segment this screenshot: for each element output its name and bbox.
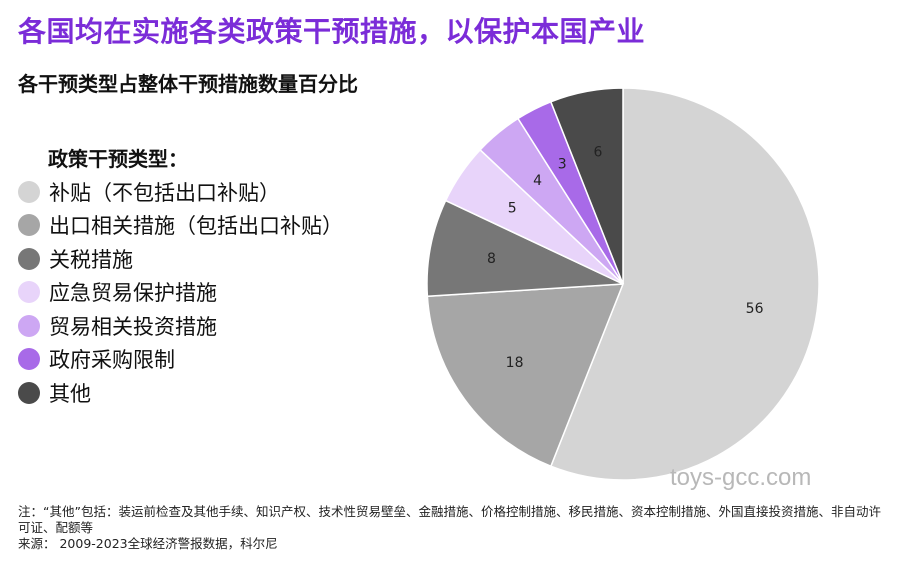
legend-title: 政策干预类型： [48,147,188,171]
watermark: toys-gcc.com [670,464,812,491]
legend-swatch [18,247,40,270]
legend-swatch [18,281,40,304]
legend-swatch [18,381,40,404]
slice-value-label: 5 [508,201,517,217]
legend-label: 贸易相关投资措施 [49,314,217,339]
legend-swatch [18,214,40,237]
legend-swatch [18,314,40,337]
pie-slice [549,87,624,285]
legend-swatch [18,180,40,203]
slice-value-label: 6 [593,144,602,160]
legend-item: 补贴（不包括出口补贴） [18,175,343,209]
slice-value-label: 8 [487,251,496,267]
slice-value-label: 18 [506,355,524,371]
slice-value-label: 56 [746,301,764,317]
legend-item: 出口相关措施（包括出口补贴） [18,209,343,243]
slice-value-label: 3 [558,157,567,173]
legend-label: 出口相关措施（包括出口补贴） [49,214,343,239]
slice-value-label: 4 [533,173,542,189]
source-text: 来源： 2009-2023全球经济警报数据，科尔尼 [18,536,278,551]
pie-slice [426,283,625,468]
legend-swatch [18,348,40,371]
legend-item: 应急贸易保护措施 [18,276,343,310]
pie-slice [426,199,624,298]
chart-title: 各干预类型占整体干预措施数量百分比 [18,72,358,96]
legend-item: 贸易相关投资措施 [18,309,343,343]
legend: 政策干预类型： 补贴（不包括出口补贴） 出口相关措施（包括出口补贴） 关税措施 … [18,143,343,410]
pie-slice [549,87,820,481]
legend-label: 政府采购限制 [49,348,175,373]
footnotes: 注：“其他”包括：装运前检查及其他手续、知识产权、技术性贸易壁垒、金融措施、价格… [18,504,888,552]
legend-label: 关税措施 [49,247,133,272]
legend-label: 应急贸易保护措施 [49,281,217,306]
legend-item: 其他 [18,376,343,410]
note-text: 注：“其他”包括：装运前检查及其他手续、知识产权、技术性贸易壁垒、金融措施、价格… [18,504,881,535]
legend-item: 政府采购限制 [18,343,343,377]
legend-item: 关税措施 [18,242,343,276]
legend-label: 补贴（不包括出口补贴） [49,180,280,205]
headline: 各国均在实施各类政策干预措施，以保护本国产业 [18,15,646,48]
legend-label: 其他 [49,381,91,406]
